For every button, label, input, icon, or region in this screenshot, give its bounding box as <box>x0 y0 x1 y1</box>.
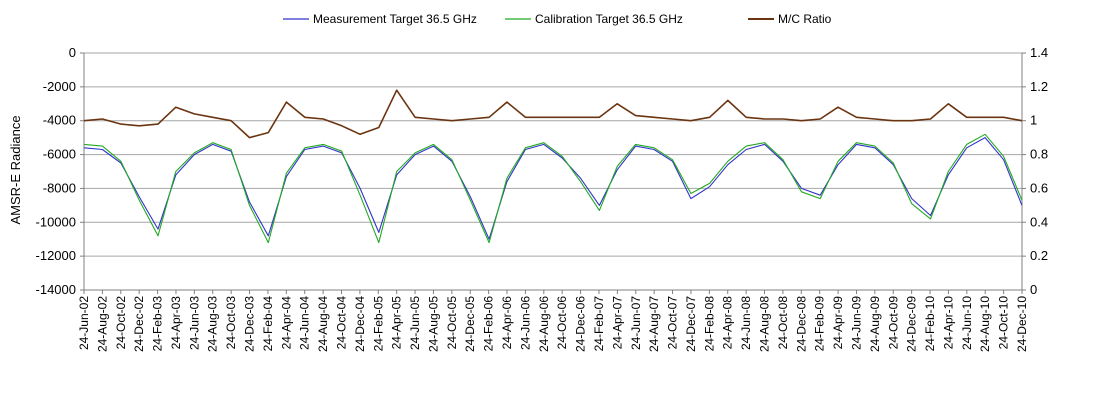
x-tick-label: 24-Apr-05 <box>390 296 404 350</box>
y2-tick-label: 0.4 <box>1030 214 1048 229</box>
x-tick-label: 24-Feb-03 <box>151 296 165 352</box>
legend: Measurement Target 36.5 GHz Calibration T… <box>283 12 832 26</box>
x-tick-label: 24-Apr-08 <box>721 296 735 350</box>
x-tick-label: 24-Aug-04 <box>316 296 330 352</box>
x-tick-label: 24-Feb-09 <box>813 296 827 352</box>
y-axis-title: AMSR-E Radiance <box>8 115 23 224</box>
y-tick-label: -4000 <box>43 113 76 128</box>
legend-label-1: Calibration Target 36.5 GHz <box>535 12 683 26</box>
x-tick-label: 24-Apr-04 <box>279 296 293 350</box>
x-tick-label: 24-Dec-05 <box>463 296 477 352</box>
x-tick-label: 24-Apr-10 <box>941 296 955 350</box>
x-tick-label: 24-Dec-10 <box>1015 296 1029 352</box>
x-tick-label: 24-Jun-10 <box>960 296 974 350</box>
x-tick-label: 24-Aug-05 <box>426 296 440 352</box>
y2-tick-label: 0.8 <box>1030 147 1048 162</box>
y2-tick-label: 0.2 <box>1030 248 1048 263</box>
x-tick-label: 24-Apr-03 <box>169 296 183 350</box>
x-tick-label: 24-Aug-03 <box>206 296 220 352</box>
x-tick-label: 24-Oct-04 <box>334 296 348 350</box>
plot-area <box>83 53 1023 291</box>
x-tick-label: 24-Dec-07 <box>684 296 698 352</box>
x-tick-label: 24-Apr-09 <box>831 296 845 350</box>
x-tick-label: 24-Feb-10 <box>923 296 937 352</box>
x-tick-label: 24-Jun-07 <box>629 296 643 350</box>
x-tick-label: 24-Oct-09 <box>886 296 900 350</box>
x-tick-label: 24-Dec-06 <box>574 296 588 352</box>
series-line-2 <box>83 89 1023 139</box>
x-tick-label: 24-Jun-02 <box>77 296 91 350</box>
x-tick-label: 24-Aug-02 <box>95 296 109 352</box>
x-tick-label: 24-Oct-08 <box>776 296 790 350</box>
y2-tick-label: 1.2 <box>1030 79 1048 94</box>
x-tick-label: 24-Feb-08 <box>702 296 716 352</box>
legend-label-2: M/C Ratio <box>778 12 832 26</box>
x-tick-label: 24-Oct-03 <box>224 296 238 350</box>
series-line-1 <box>83 133 1023 244</box>
x-tick-label: 24-Jun-08 <box>739 296 753 350</box>
legend-label-0: Measurement Target 36.5 GHz <box>313 12 477 26</box>
y2-tick-label: 1.4 <box>1030 45 1048 60</box>
x-tick-label: 24-Jun-04 <box>298 296 312 350</box>
x-tick-label: 24-Apr-06 <box>500 296 514 350</box>
x-tick-label: 24-Jun-06 <box>518 296 532 350</box>
x-tick-label: 24-Oct-06 <box>555 296 569 350</box>
x-tick-label: 24-Aug-06 <box>537 296 551 352</box>
x-tick-label: 24-Aug-10 <box>978 296 992 352</box>
y-tick-label: 0 <box>69 45 76 60</box>
gridlines <box>84 52 1022 291</box>
x-tick-label: 24-Oct-02 <box>114 296 128 350</box>
y-tick-label: -8000 <box>43 180 76 195</box>
x-tick-label: 24-Dec-08 <box>794 296 808 352</box>
y-axis-left: 0 -2000 -4000 -6000 -8000 -10000 -12000 -14000 <box>36 45 84 297</box>
y-axis-right: 1.4 1.2 1 0.8 0.6 0.4 0.2 0 <box>1022 45 1048 297</box>
y2-tick-label: 0 <box>1030 282 1037 297</box>
x-tick-label: 24-Feb-04 <box>261 296 275 352</box>
y-tick-label: -10000 <box>36 214 76 229</box>
y2-tick-label: 0.6 <box>1030 180 1048 195</box>
x-tick-label: 24-Feb-05 <box>371 296 385 352</box>
x-tick-label: 24-Oct-05 <box>445 296 459 350</box>
x-tick-label: 24-Feb-07 <box>592 296 606 352</box>
x-tick-label: 24-Feb-06 <box>482 296 496 352</box>
y2-tick-label: 1 <box>1030 113 1037 128</box>
x-tick-label: 24-Oct-07 <box>666 296 680 350</box>
y-tick-label: -6000 <box>43 147 76 162</box>
x-tick-label: 24-Jun-09 <box>849 296 863 350</box>
y-tick-label: -2000 <box>43 79 76 94</box>
series-group <box>83 89 1023 244</box>
x-tick-label: 24-Jun-03 <box>187 296 201 350</box>
x-tick-label: 24-Apr-07 <box>610 296 624 350</box>
x-tick-label: 24-Dec-03 <box>243 296 257 352</box>
x-tick-label: 24-Aug-08 <box>758 296 772 352</box>
y-tick-label: -14000 <box>36 282 76 297</box>
x-tick-label: 24-Dec-04 <box>353 296 367 352</box>
x-tick-label: 24-Aug-07 <box>647 296 661 352</box>
x-tick-label: 24-Aug-09 <box>868 296 882 352</box>
y-tick-label: -12000 <box>36 248 76 263</box>
x-tick-label: 24-Dec-02 <box>132 296 146 352</box>
x-tick-label: 24-Oct-10 <box>997 296 1011 350</box>
x-tick-label: 24-Dec-09 <box>905 296 919 352</box>
x-axis: 24-Jun-02 24-Aug-02 24-Oct-02 24-Dec-02 24-F… <box>77 290 1029 352</box>
x-tick-label: 24-Jun-05 <box>408 296 422 350</box>
